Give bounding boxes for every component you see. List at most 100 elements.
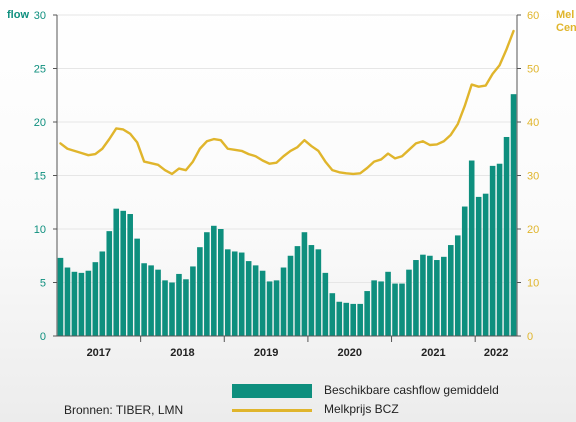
bar xyxy=(280,267,287,336)
bar xyxy=(329,293,336,336)
left-tick-label: 0 xyxy=(40,331,46,343)
bar xyxy=(510,94,517,337)
bar xyxy=(420,254,426,336)
bar xyxy=(134,238,140,336)
bar xyxy=(482,193,489,336)
x-tick-label: 2018 xyxy=(170,347,194,359)
bar xyxy=(322,272,329,336)
bar xyxy=(245,261,252,336)
x-tick-label: 2021 xyxy=(421,347,445,359)
right-tick-label: 0 xyxy=(527,331,533,343)
bar xyxy=(503,136,510,336)
bar xyxy=(99,251,106,336)
right-axis-label-line-1: Mel xyxy=(556,9,574,21)
bar xyxy=(127,214,133,336)
bar xyxy=(162,280,168,336)
x-tick-label: 2022 xyxy=(484,347,508,359)
bar xyxy=(336,301,343,336)
right-tick-label: 50 xyxy=(527,64,539,76)
bar xyxy=(211,225,217,336)
bar xyxy=(57,257,64,336)
left-tick-label: 25 xyxy=(34,64,46,76)
left-tick-label: 10 xyxy=(34,224,46,236)
bar xyxy=(155,269,161,336)
bar xyxy=(204,232,210,336)
x-tick-labels: 2017 2018 2019 2020 2021 2022 xyxy=(87,336,508,359)
bar xyxy=(315,249,322,336)
bar xyxy=(385,271,391,336)
bar xyxy=(371,280,377,336)
bar xyxy=(427,255,433,336)
left-tick-label: 5 xyxy=(40,278,46,290)
bar xyxy=(224,249,231,336)
bar xyxy=(273,280,280,336)
right-axis-label-line-2: Cen xyxy=(556,22,576,34)
bar xyxy=(413,260,419,336)
bar xyxy=(441,256,447,336)
bar xyxy=(301,232,308,336)
source-note: Bronnen: TIBER, LMN xyxy=(64,403,184,417)
bar xyxy=(106,231,113,336)
bar xyxy=(434,260,440,336)
legend-swatch-milk-price xyxy=(232,409,312,412)
bar xyxy=(448,245,454,336)
bar xyxy=(252,265,259,336)
bar xyxy=(183,279,189,336)
right-tick-label: 40 xyxy=(527,117,539,129)
bar xyxy=(141,263,147,336)
left-axis-label-line-1: flow xyxy=(7,9,29,21)
left-tick-label: 20 xyxy=(34,117,46,129)
left-tick-labels: 0 5 10 15 20 25 30 xyxy=(34,10,57,343)
left-tick-label: 30 xyxy=(34,10,46,22)
milk-price-line xyxy=(59,29,515,176)
bar xyxy=(197,247,203,336)
x-tick-label: 2020 xyxy=(337,347,361,359)
bar xyxy=(231,251,238,336)
bar xyxy=(287,255,294,336)
bar xyxy=(148,265,154,336)
bar xyxy=(190,266,196,336)
right-tick-label: 30 xyxy=(527,171,539,183)
bar xyxy=(266,281,273,336)
bar xyxy=(399,283,405,336)
bar xyxy=(92,262,99,336)
bar xyxy=(392,283,398,336)
legend-label-milk-price: Melkprijs BCZ xyxy=(324,402,399,416)
bar xyxy=(85,270,92,336)
gridlines xyxy=(57,14,517,283)
x-tick-label: 2017 xyxy=(87,347,111,359)
bar xyxy=(176,273,182,336)
right-tick-labels: 0 10 20 30 40 50 60 xyxy=(517,10,539,343)
right-tick-label: 20 xyxy=(527,224,539,236)
bar xyxy=(113,208,120,336)
right-tick-label: 10 xyxy=(527,278,539,290)
bar xyxy=(350,303,356,336)
bar xyxy=(120,210,126,336)
bar xyxy=(468,160,475,336)
bar xyxy=(64,267,71,336)
bar xyxy=(357,303,363,336)
bar xyxy=(343,302,350,336)
bar xyxy=(461,206,468,336)
bar xyxy=(238,252,245,336)
cashflow-bars xyxy=(57,94,517,337)
bar xyxy=(475,196,482,336)
bar xyxy=(364,291,370,336)
right-tick-label: 60 xyxy=(527,10,539,22)
bar xyxy=(78,272,85,336)
bar xyxy=(71,271,78,336)
legend-label-cashflow: Beschikbare cashflow gemiddeld xyxy=(324,383,499,397)
bar xyxy=(294,246,301,336)
bar xyxy=(454,235,461,336)
bar xyxy=(496,163,503,336)
bar xyxy=(169,282,175,336)
x-tick-label: 2019 xyxy=(254,347,278,359)
bar xyxy=(378,281,384,336)
legend-swatch-cashflow xyxy=(232,384,312,398)
bar xyxy=(308,245,315,336)
bar xyxy=(218,229,224,336)
bar xyxy=(259,270,266,336)
bar xyxy=(489,165,496,336)
left-tick-label: 15 xyxy=(34,171,46,183)
